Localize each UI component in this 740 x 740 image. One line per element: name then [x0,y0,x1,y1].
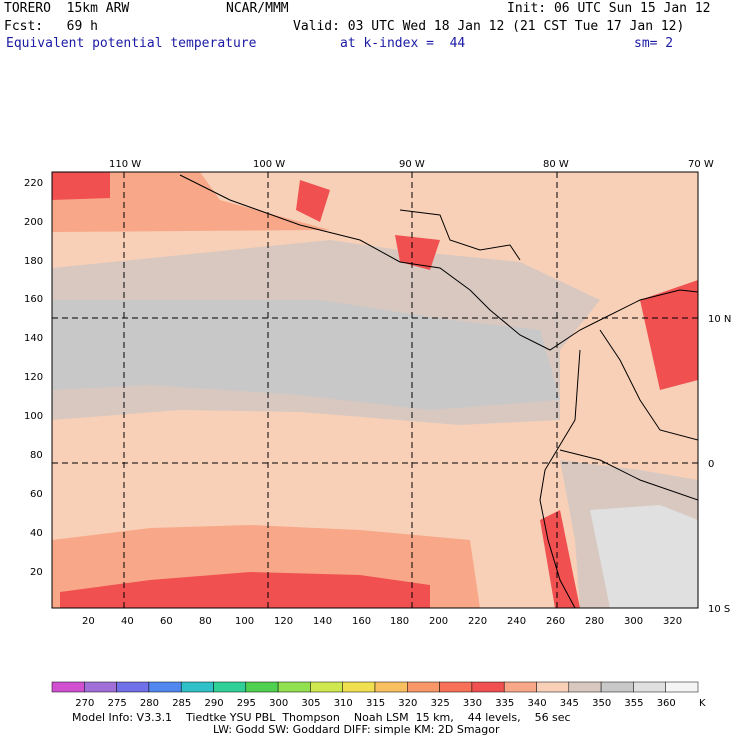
x-tick-label: 280 [585,616,604,627]
y-tick-label: 200 [24,217,43,228]
legend-label: 360 [657,698,676,709]
y-tick-label: 120 [24,372,43,383]
legend-swatch [600,681,634,693]
valid-time: Valid: 03 UTC Wed 18 Jan 12 (21 CST Tue … [293,19,685,34]
legend-label: 300 [269,698,288,709]
field-name: Equivalent potential temperature [6,36,257,51]
lat-label: 10 S [708,604,730,615]
legend-swatch [116,681,150,693]
legend-swatch [342,681,376,693]
legend-swatch [374,681,408,693]
x-tick-label: 140 [313,616,332,627]
legend-label: 330 [463,698,482,709]
lon-label: 80 W [543,159,569,170]
legend-label: 305 [301,698,320,709]
legend-label: 295 [237,698,256,709]
model-name: TORERO 15km ARW [4,1,130,16]
legend-swatch [148,681,182,693]
legend-swatch [245,681,279,693]
legend-label: 325 [431,698,450,709]
legend-label: 275 [108,698,127,709]
y-tick-label: 180 [24,256,43,267]
left-axis: 220 200 180 160 140 120 100 80 60 40 20 [24,178,43,578]
color-legend: 270 275 280 285 290 295 300 305 310 315 320 325 330 3… [51,681,706,709]
legend-swatch [536,681,570,693]
legend-label: 290 [205,698,224,709]
legend-label: 270 [75,698,94,709]
legend-label: 285 [172,698,191,709]
x-tick-label: 200 [429,616,448,627]
x-tick-label: 40 [121,616,134,627]
y-tick-label: 60 [30,489,43,500]
legend-swatch [633,681,666,693]
lon-label: 100 W [253,159,285,170]
legend-label: 315 [366,698,385,709]
legend-swatch [407,681,440,693]
y-tick-label: 160 [24,294,43,305]
legend-label: 335 [495,698,514,709]
x-tick-label: 220 [468,616,487,627]
y-tick-label: 140 [24,333,43,344]
legend-swatch [568,681,602,693]
legend-label: 350 [592,698,611,709]
x-tick-label: 100 [235,616,254,627]
x-tick-label: 300 [624,616,643,627]
legend-label: 355 [624,698,643,709]
x-tick-label: 160 [352,616,371,627]
x-tick-label: 60 [160,616,173,627]
latlon-grid [52,172,698,608]
x-tick-label: 120 [274,616,293,627]
y-tick-label: 20 [30,567,43,578]
legend-swatch [84,681,117,693]
legend-label: 340 [528,698,547,709]
legend-label: 310 [334,698,353,709]
y-tick-label: 220 [24,178,43,189]
x-tick-label: 80 [199,616,212,627]
lon-label: 70 W [688,159,714,170]
bottom-axis: 20 40 60 80 100 120 140 160 180 200 220 … [82,616,682,627]
lon-label: 110 W [109,159,141,170]
x-tick-label: 320 [663,616,682,627]
legend-swatch [503,681,537,693]
x-tick-label: 240 [507,616,526,627]
init-time: Init: 06 UTC Sun 15 Jan 12 [507,1,711,16]
x-tick-label: 260 [546,616,565,627]
legend-swatch [665,681,699,693]
legend-unit: K [699,698,706,709]
legend-label: 280 [140,698,159,709]
legend-label: 320 [398,698,417,709]
legend-swatch [51,681,85,693]
lat-label: 10 N [708,314,731,325]
legend-swatch [439,681,473,693]
y-tick-label: 100 [24,411,43,422]
legend-label: 345 [560,698,579,709]
lon-label: 90 W [399,159,425,170]
legend-swatch [213,681,247,693]
organization: NCAR/MMM [226,1,289,16]
y-tick-label: 80 [30,450,43,461]
smoothing-value: sm= 2 [634,36,674,51]
theta-e-field [52,172,698,608]
legend-swatch [277,681,311,693]
legend-swatch [180,681,214,693]
forecast-hour: Fcst: 69 h [4,19,98,34]
level-index: at k-index = 44 [340,36,466,51]
y-tick-label: 40 [30,528,43,539]
plot-frame [51,171,699,609]
x-tick-label: 180 [390,616,409,627]
physics-info: LW: Godd SW: Goddard DIFF: simple KM: 2D… [213,723,500,736]
lat-label: 0 [708,459,714,470]
coastlines [179,174,698,608]
legend-swatch [310,681,343,693]
x-tick-label: 20 [82,616,95,627]
model-info: Model Info: V3.3.1 Tiedtke YSU PBL Thomp… [72,711,571,724]
legend-swatch [471,681,505,693]
